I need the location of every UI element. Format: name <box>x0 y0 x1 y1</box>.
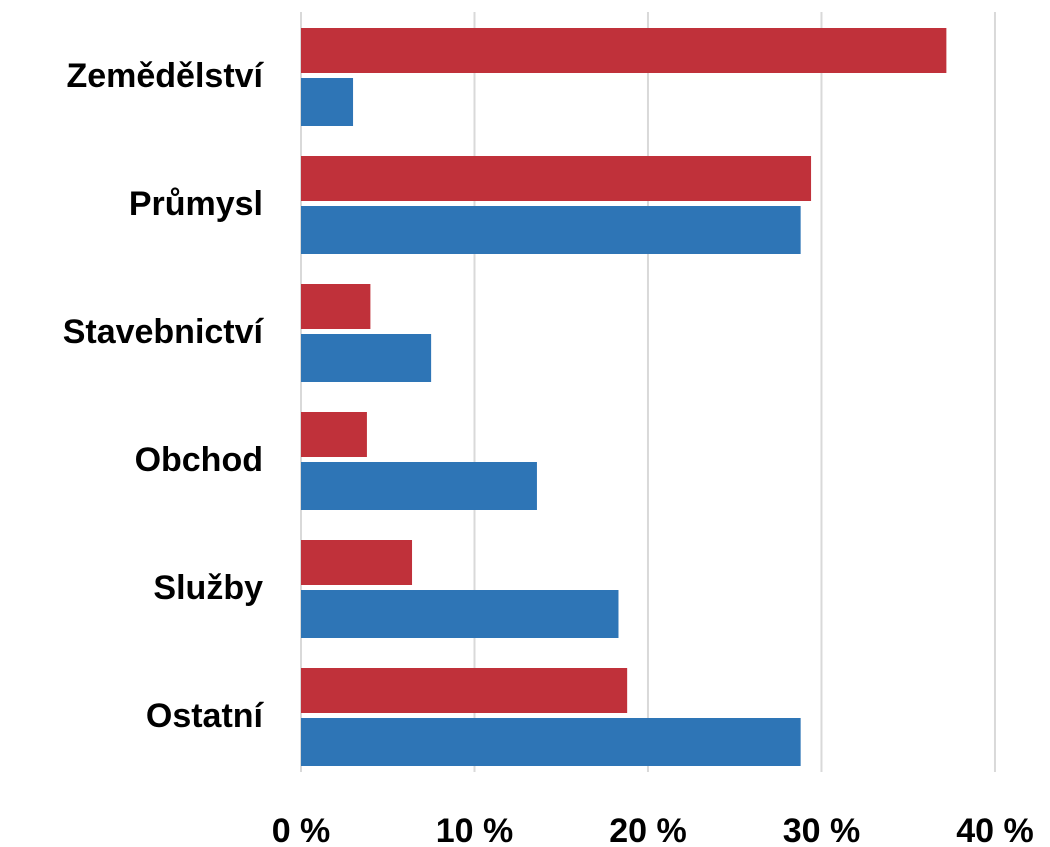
bar <box>301 462 537 510</box>
x-tick-label: 40 % <box>956 812 1034 847</box>
bar <box>301 334 432 382</box>
bar <box>301 28 947 73</box>
x-tick-label: 30 % <box>783 812 861 847</box>
bar <box>301 206 801 254</box>
bar <box>301 78 354 126</box>
x-tick-label: 20 % <box>609 812 687 847</box>
category-label: Obchod <box>135 441 263 479</box>
x-tick-label: 0 % <box>272 812 331 847</box>
category-label: Služby <box>153 569 263 607</box>
category-label: Zemědělství <box>66 57 264 95</box>
bar <box>301 412 367 457</box>
bar <box>301 540 413 585</box>
category-label: Stavebnictví <box>63 313 265 351</box>
category-label: Ostatní <box>146 697 265 735</box>
bar <box>301 718 801 766</box>
bar <box>301 668 628 713</box>
bar <box>301 284 371 329</box>
x-tick-label: 10 % <box>436 812 514 847</box>
bar <box>301 156 812 201</box>
category-label: Průmysl <box>129 185 263 223</box>
bar <box>301 590 619 638</box>
